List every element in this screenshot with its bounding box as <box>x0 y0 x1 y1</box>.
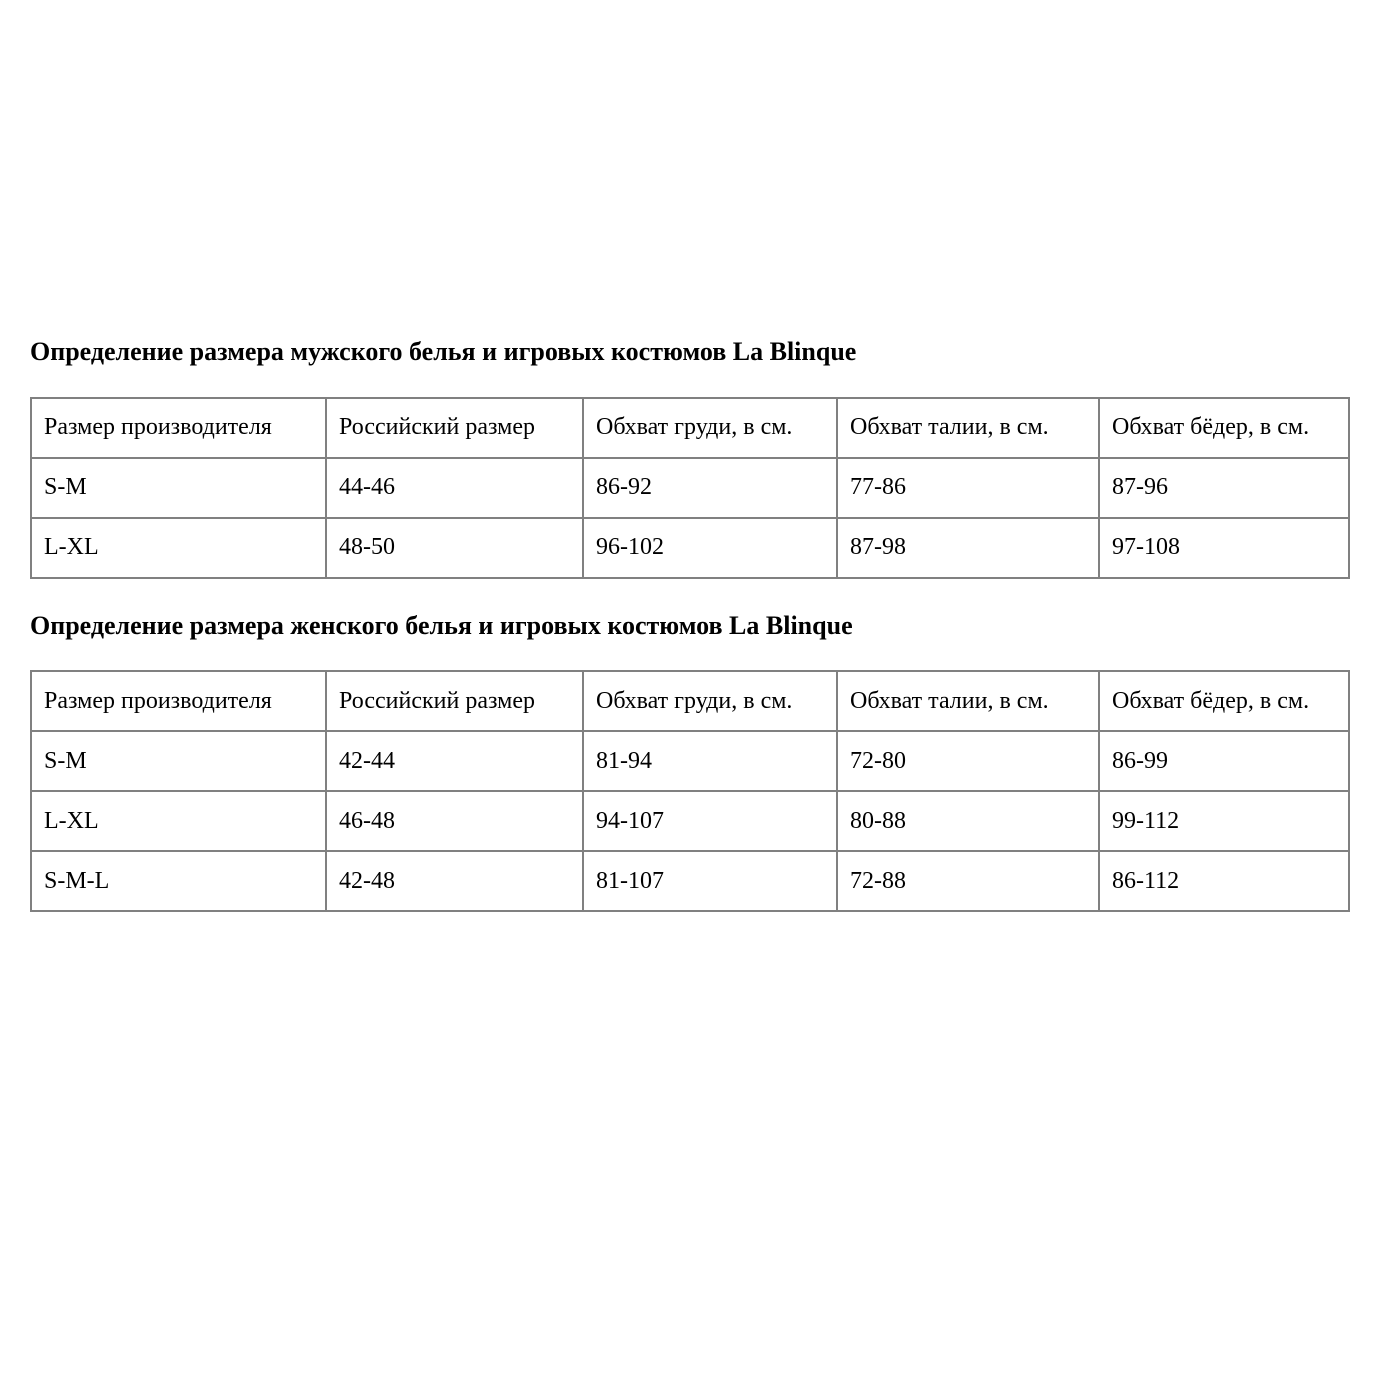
womens-size-section: Определение размера женского белья и игр… <box>30 610 1350 912</box>
table-cell: 86-92 <box>582 456 838 519</box>
table-row: L-XL 48-50 96-102 87-98 97-108 <box>30 516 1350 579</box>
table-cell: 86-112 <box>1098 850 1350 912</box>
table-cell: 80-88 <box>836 790 1100 852</box>
table-cell: 48-50 <box>325 516 584 579</box>
column-header: Обхват бёдер, в см. <box>1098 396 1350 459</box>
column-header: Российский размер <box>325 396 584 459</box>
mens-size-section: Определение размера мужского белья и игр… <box>30 336 1350 579</box>
table-cell: 77-86 <box>836 456 1100 519</box>
mens-size-heading: Определение размера мужского белья и игр… <box>30 337 857 366</box>
table-cell: S-M <box>30 456 327 519</box>
table-cell: 87-96 <box>1098 456 1350 519</box>
table-cell: 72-88 <box>836 850 1100 912</box>
table-row: L-XL 46-48 94-107 80-88 99-112 <box>30 790 1350 852</box>
table-cell: S-M-L <box>30 850 327 912</box>
table-cell: 72-80 <box>836 730 1100 792</box>
table-cell: L-XL <box>30 790 327 852</box>
column-header: Обхват груди, в см. <box>582 670 838 732</box>
header-row: Размер производителя Российский размер Обх… <box>30 670 1350 732</box>
column-header: Обхват талии, в см. <box>836 670 1100 732</box>
table-cell: 42-48 <box>325 850 584 912</box>
table-cell: 94-107 <box>582 790 838 852</box>
table-cell: 44-46 <box>325 456 584 519</box>
table-cell: 99-112 <box>1098 790 1350 852</box>
column-header: Обхват груди, в см. <box>582 396 838 459</box>
header-row: Размер производителя Российский размер Обх… <box>30 396 1350 459</box>
table-cell: 87-98 <box>836 516 1100 579</box>
mens-size-table: Размер производителя Российский размер Обх… <box>30 396 1350 579</box>
column-header: Размер производителя <box>30 670 327 732</box>
column-header: Обхват бёдер, в см. <box>1098 670 1350 732</box>
table-cell: 46-48 <box>325 790 584 852</box>
table-cell: L-XL <box>30 516 327 579</box>
table-cell: S-M <box>30 730 327 792</box>
table-row: S-M-L 42-48 81-107 72-88 86-112 <box>30 850 1350 912</box>
table-row: S-M 42-44 81-94 72-80 86-99 <box>30 730 1350 792</box>
column-header: Российский размер <box>325 670 584 732</box>
table-cell: 81-94 <box>582 730 838 792</box>
table-row: S-M 44-46 86-92 77-86 87-96 <box>30 456 1350 519</box>
table-cell: 42-44 <box>325 730 584 792</box>
table-cell: 96-102 <box>582 516 838 579</box>
table-cell: 86-99 <box>1098 730 1350 792</box>
table-cell: 81-107 <box>582 850 838 912</box>
size-guide-page: Определение размера мужского белья и игр… <box>30 336 1350 912</box>
column-header: Обхват талии, в см. <box>836 396 1100 459</box>
womens-size-heading: Определение размера женского белья и игр… <box>30 610 853 640</box>
column-header: Размер производителя <box>30 396 327 459</box>
womens-size-table: Размер производителя Российский размер Обх… <box>30 670 1350 912</box>
table-cell: 97-108 <box>1098 516 1350 579</box>
